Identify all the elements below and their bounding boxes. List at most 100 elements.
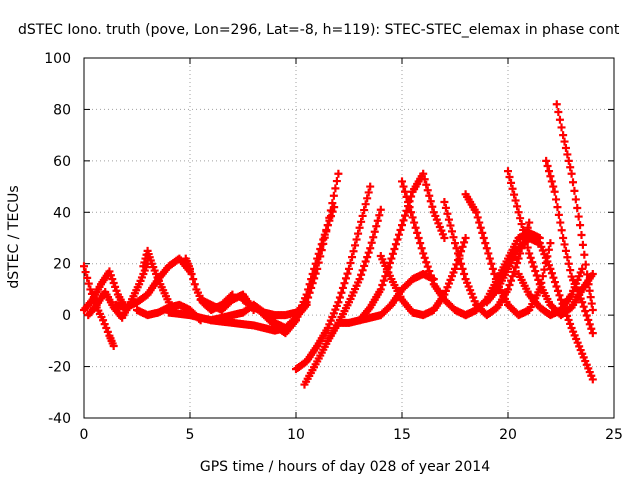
data-point	[111, 282, 120, 291]
data-point	[504, 285, 512, 294]
data-point	[546, 264, 555, 273]
data-point	[363, 253, 372, 262]
data-point	[422, 258, 431, 267]
data-point	[567, 169, 576, 178]
data-point	[425, 267, 434, 276]
data-point	[319, 235, 328, 244]
x-tick-label: 0	[80, 427, 89, 443]
data-point	[573, 204, 582, 212]
data-point	[357, 217, 366, 226]
data-point	[517, 220, 526, 229]
data-point	[393, 235, 402, 244]
data-point	[526, 253, 535, 262]
data-point	[566, 319, 575, 328]
data-point	[578, 298, 587, 307]
data-point	[525, 218, 534, 227]
data-point	[390, 245, 399, 254]
data-point	[514, 208, 523, 217]
series-23	[552, 100, 597, 314]
data-point	[544, 167, 553, 176]
data-point	[550, 187, 559, 196]
data-point	[349, 247, 358, 256]
y-tick-label: 60	[53, 154, 71, 170]
y-tick-label: -40	[48, 411, 71, 427]
data-point	[80, 262, 88, 271]
data-point	[423, 186, 432, 195]
data-point	[579, 302, 588, 311]
data-point	[511, 196, 520, 205]
data-point	[394, 230, 403, 239]
data-point	[576, 221, 585, 230]
data-point	[425, 191, 434, 200]
data-point	[83, 273, 92, 282]
data-point	[587, 324, 596, 333]
data-point	[513, 202, 522, 211]
data-point	[366, 182, 375, 191]
data-point	[528, 258, 537, 267]
data-point	[557, 123, 566, 132]
data-point	[556, 218, 565, 227]
data-point	[404, 198, 413, 206]
data-point	[190, 280, 199, 289]
data-point	[564, 259, 573, 268]
data-point	[187, 270, 196, 278]
data-point	[460, 270, 469, 278]
data-point	[563, 311, 572, 320]
data-point	[164, 298, 173, 307]
data-point	[485, 254, 494, 263]
data-point	[552, 100, 561, 109]
data-point	[534, 275, 543, 284]
data-point	[376, 205, 385, 214]
data-point	[428, 275, 437, 284]
data-point	[372, 222, 381, 231]
data-point	[583, 270, 592, 279]
data-point	[345, 264, 353, 273]
data-point	[323, 221, 332, 230]
data-point	[334, 169, 343, 178]
data-point	[478, 228, 487, 237]
data-point	[420, 175, 429, 184]
data-point	[411, 223, 420, 232]
data-point	[554, 210, 563, 219]
data-point	[444, 215, 453, 224]
data-point	[414, 234, 423, 242]
data-point	[304, 285, 313, 294]
data-point	[343, 269, 352, 278]
y-tick-label: 80	[53, 102, 71, 118]
data-point	[399, 216, 408, 225]
data-point	[564, 315, 573, 324]
data-point	[398, 221, 406, 230]
data-point	[401, 187, 410, 196]
data-point	[351, 241, 360, 250]
series-25	[461, 228, 544, 320]
data-point	[320, 230, 329, 239]
data-point	[511, 263, 520, 272]
data-point	[407, 208, 416, 217]
data-point	[487, 259, 496, 268]
data-point	[313, 254, 322, 263]
data-point	[475, 218, 484, 227]
data-point	[328, 199, 337, 208]
data-point	[510, 190, 519, 199]
data-point	[481, 297, 490, 306]
data-point	[484, 249, 493, 258]
data-point	[332, 177, 341, 186]
data-point	[559, 131, 568, 140]
data-point	[189, 275, 198, 284]
data-point	[578, 240, 587, 249]
data-point	[358, 211, 367, 220]
data-point	[398, 177, 406, 186]
series-12	[249, 203, 339, 338]
data-point	[443, 209, 452, 218]
data-point	[504, 167, 512, 176]
data-point	[81, 268, 90, 277]
data-point	[108, 275, 117, 284]
data-point	[516, 214, 525, 223]
data-point	[552, 282, 561, 291]
data-point	[375, 211, 384, 220]
series-11	[239, 169, 343, 320]
data-point	[550, 278, 559, 287]
data-point	[546, 239, 555, 248]
data-point	[355, 275, 364, 284]
